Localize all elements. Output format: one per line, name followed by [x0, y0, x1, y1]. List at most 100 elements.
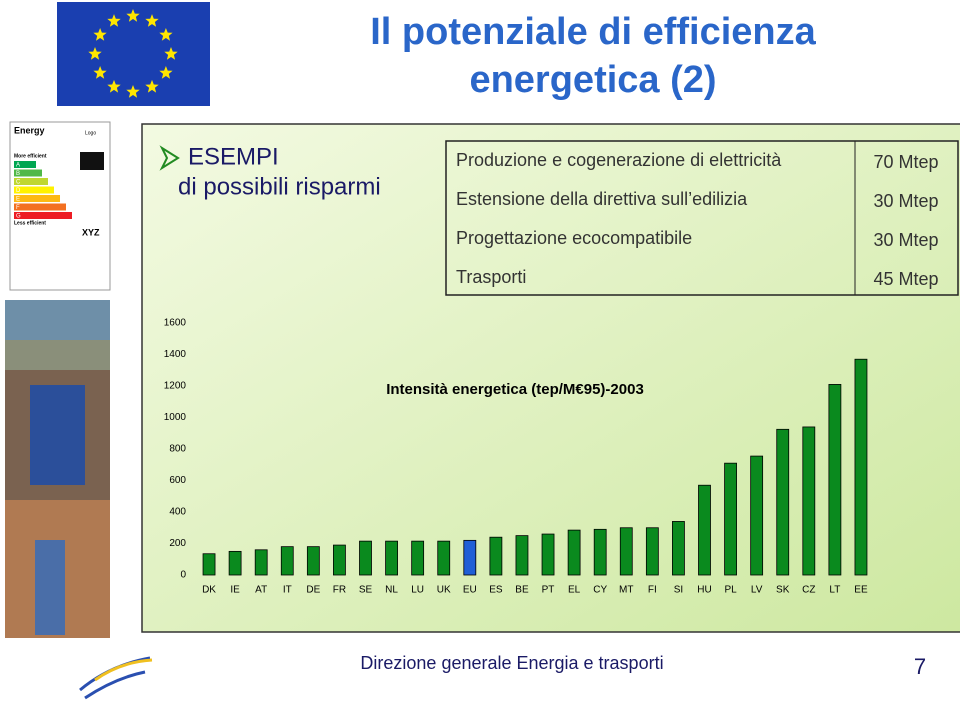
x-tick-label: CY — [593, 585, 607, 596]
photo-tram-body — [30, 385, 85, 485]
table-label: Estensione della direttiva sull’edilizia — [456, 189, 748, 209]
x-tick-label: UK — [437, 585, 451, 596]
energy-label-less: Less efficient — [14, 220, 46, 226]
flag-star — [126, 85, 140, 98]
flag-star — [126, 9, 140, 22]
bar — [306, 546, 320, 576]
footer-logo — [79, 656, 153, 700]
energy-label-title: Energy — [14, 125, 45, 135]
bar — [489, 536, 503, 576]
energy-class-letter: C — [16, 180, 21, 186]
y-tick-label: 1600 — [164, 318, 187, 329]
flag-star — [159, 66, 173, 79]
x-tick-label: IT — [283, 585, 292, 596]
table-frame — [445, 140, 959, 296]
table-label: Produzione e cogenerazione di elettricit… — [456, 150, 782, 170]
x-tick-label: NL — [385, 585, 398, 596]
energy-class-letter: A — [16, 163, 20, 169]
flag-star — [164, 47, 178, 60]
table-label: Trasporti — [456, 267, 526, 287]
flag-star — [107, 79, 121, 93]
y-tick-label: 0 — [180, 570, 186, 581]
energy-label-logo: Logo — [85, 130, 96, 136]
x-tick-label: ES — [489, 585, 503, 596]
bar — [619, 527, 633, 576]
bar — [254, 549, 268, 576]
energy-class-letter: G — [16, 214, 21, 220]
savings-table: Produzione e cogenerazione di elettricit… — [445, 140, 959, 296]
table-value: 45 Mtep — [873, 269, 938, 289]
table-value: 30 Mtep — [873, 191, 938, 211]
bar — [202, 553, 216, 576]
flag-stars — [88, 9, 178, 98]
bullet-arrow — [159, 145, 180, 171]
bar — [541, 533, 555, 576]
y-tick-label: 1200 — [164, 381, 187, 392]
page-number: 7 — [914, 654, 926, 679]
x-tick-label: FI — [648, 585, 657, 596]
bar — [854, 358, 868, 576]
flag-star — [145, 79, 159, 93]
x-tick-label: EE — [854, 585, 868, 596]
energy-class-letter: E — [16, 197, 20, 203]
energy-label-more: More efficient — [14, 153, 47, 159]
flag-star — [159, 28, 173, 41]
x-tick-label: BE — [515, 585, 529, 596]
x-tick-label: DK — [202, 585, 216, 596]
energy-class-bar — [14, 178, 48, 185]
flag-star — [93, 28, 107, 41]
bar — [228, 550, 242, 576]
bar — [515, 535, 529, 576]
x-tick-label: MT — [619, 585, 633, 596]
table-value: 30 Mtep — [873, 230, 938, 250]
bar — [776, 428, 790, 576]
bar — [280, 546, 294, 576]
bar — [672, 521, 685, 576]
table-value: 70 Mtep — [873, 152, 938, 172]
x-tick-label: IE — [230, 585, 240, 596]
bullet-text: ESEMPI — [188, 143, 279, 170]
x-tick-label: SK — [776, 585, 790, 596]
energy-class-bar — [14, 169, 42, 177]
bar — [437, 540, 451, 576]
bar — [802, 426, 816, 576]
photo-city-shore — [5, 340, 110, 370]
bar — [567, 529, 581, 576]
flag-star — [93, 66, 107, 79]
y-tick-label: 600 — [169, 475, 186, 486]
title: energetica (2) — [469, 59, 716, 101]
chart: Intensità energetica (tep/M€95)-2003 0 200… — [164, 318, 868, 596]
y-tick-label: 200 — [169, 538, 186, 549]
chart-title: Intensità energetica (tep/M€95)-2003 — [386, 381, 644, 398]
x-tick-label: PL — [724, 585, 737, 596]
x-tick-label: PT — [542, 585, 555, 596]
bar — [359, 540, 372, 576]
photo-worker-figure — [35, 540, 65, 635]
x-tick-label: LV — [751, 585, 763, 596]
y-tick-label: 1000 — [164, 412, 187, 423]
flag-star — [88, 47, 102, 60]
table-label: Progettazione ecocompatibile — [456, 228, 692, 248]
bar — [333, 544, 346, 576]
x-tick-label: HU — [697, 585, 711, 596]
energy-class-bar — [14, 203, 66, 211]
bar — [385, 540, 398, 576]
energy-class-letter: F — [16, 205, 20, 211]
x-tick-label: DE — [306, 585, 320, 596]
x-tick-label: AT — [255, 585, 267, 596]
x-tick-label: EU — [463, 585, 477, 596]
y-tick-label: 800 — [169, 444, 186, 455]
bar — [828, 384, 842, 576]
energy-label-code: XYZ — [82, 227, 100, 237]
x-tick-label: EL — [568, 585, 581, 596]
bar — [645, 527, 659, 576]
bar — [411, 540, 425, 576]
energy-class-bar — [14, 212, 72, 219]
energy-class-bar — [14, 195, 60, 202]
x-tick-label: CZ — [802, 585, 815, 596]
y-tick-label: 1400 — [164, 349, 187, 360]
x-tick-label: LU — [411, 585, 424, 596]
